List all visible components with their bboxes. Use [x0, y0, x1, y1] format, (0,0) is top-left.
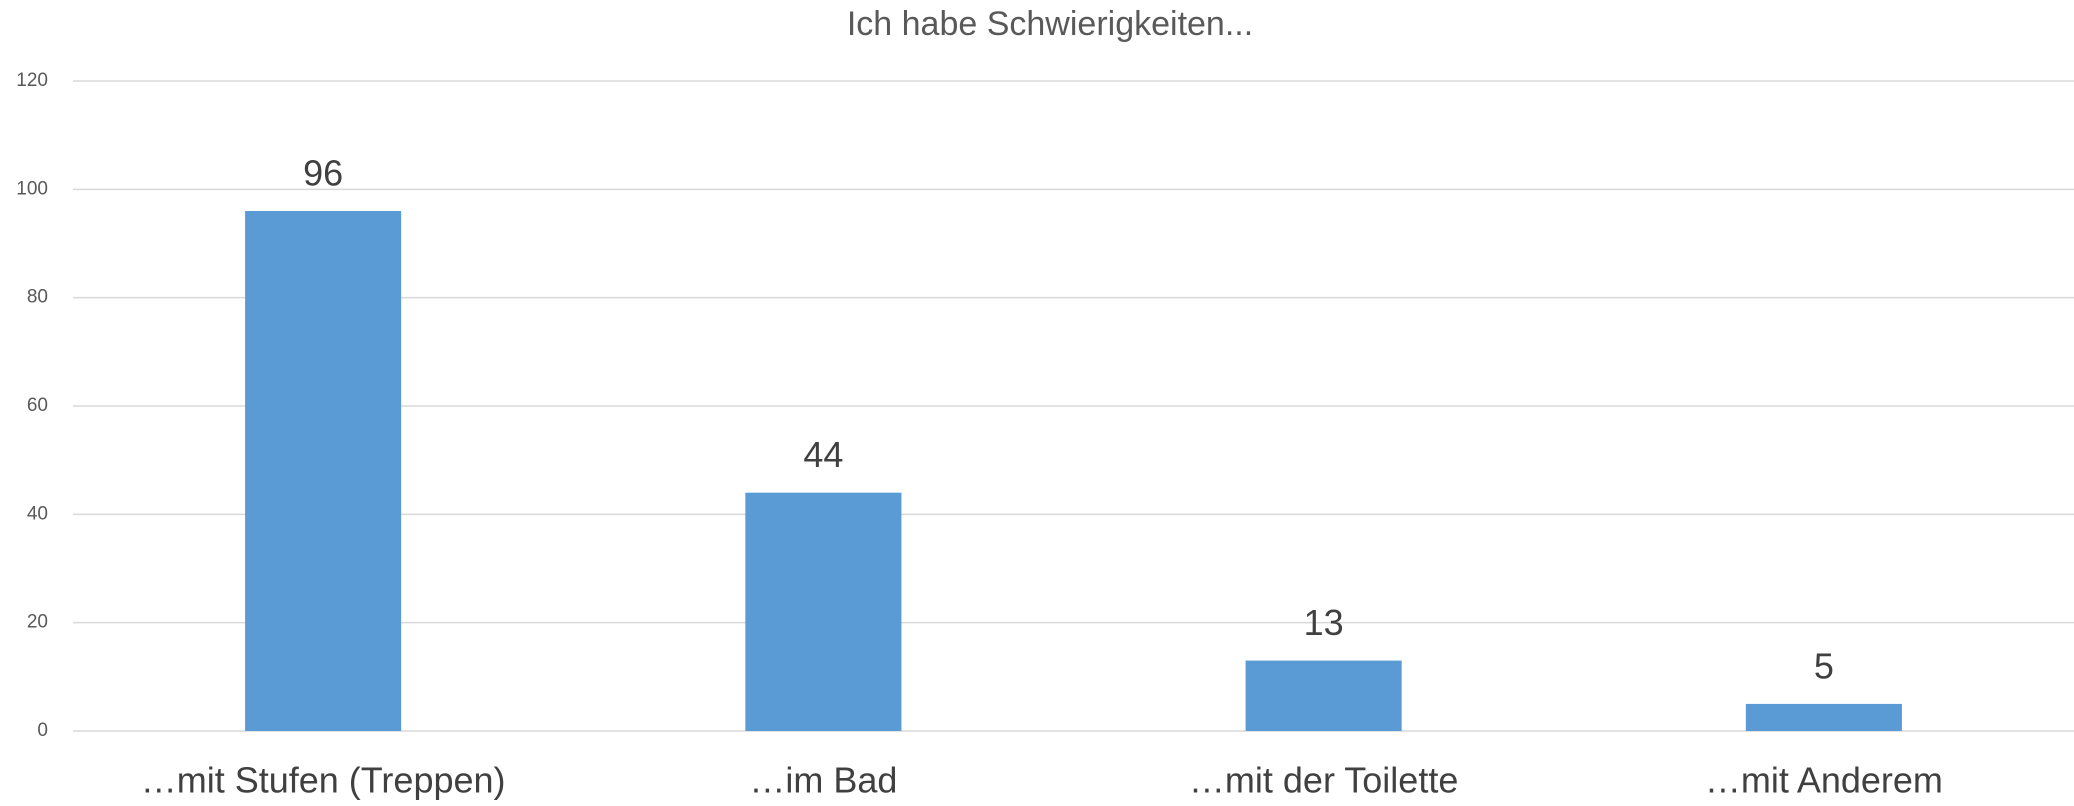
bar	[1745, 703, 1902, 731]
y-tick-label: 20	[27, 612, 48, 633]
y-tick-label: 40	[27, 503, 48, 524]
bar	[745, 492, 902, 731]
x-tick-label: …im Bad	[749, 760, 897, 801]
bar	[1245, 660, 1402, 731]
data-label: 96	[303, 153, 343, 194]
x-tick-label: …mit der Toilette	[1189, 760, 1458, 801]
bar	[245, 211, 402, 731]
chart-title: Ich habe Schwierigkeiten...	[847, 5, 1253, 43]
y-tick-label: 120	[16, 70, 48, 91]
data-label: 44	[803, 434, 843, 475]
x-tick-label: …mit Anderem	[1705, 760, 1943, 801]
y-tick-label: 60	[27, 395, 48, 416]
x-tick-label: …mit Stufen (Treppen)	[141, 760, 506, 801]
data-label: 5	[1814, 645, 1834, 686]
y-tick-label: 0	[37, 720, 48, 741]
y-tick-label: 80	[27, 287, 48, 308]
y-tick-label: 100	[16, 178, 48, 199]
data-label: 13	[1304, 602, 1344, 643]
